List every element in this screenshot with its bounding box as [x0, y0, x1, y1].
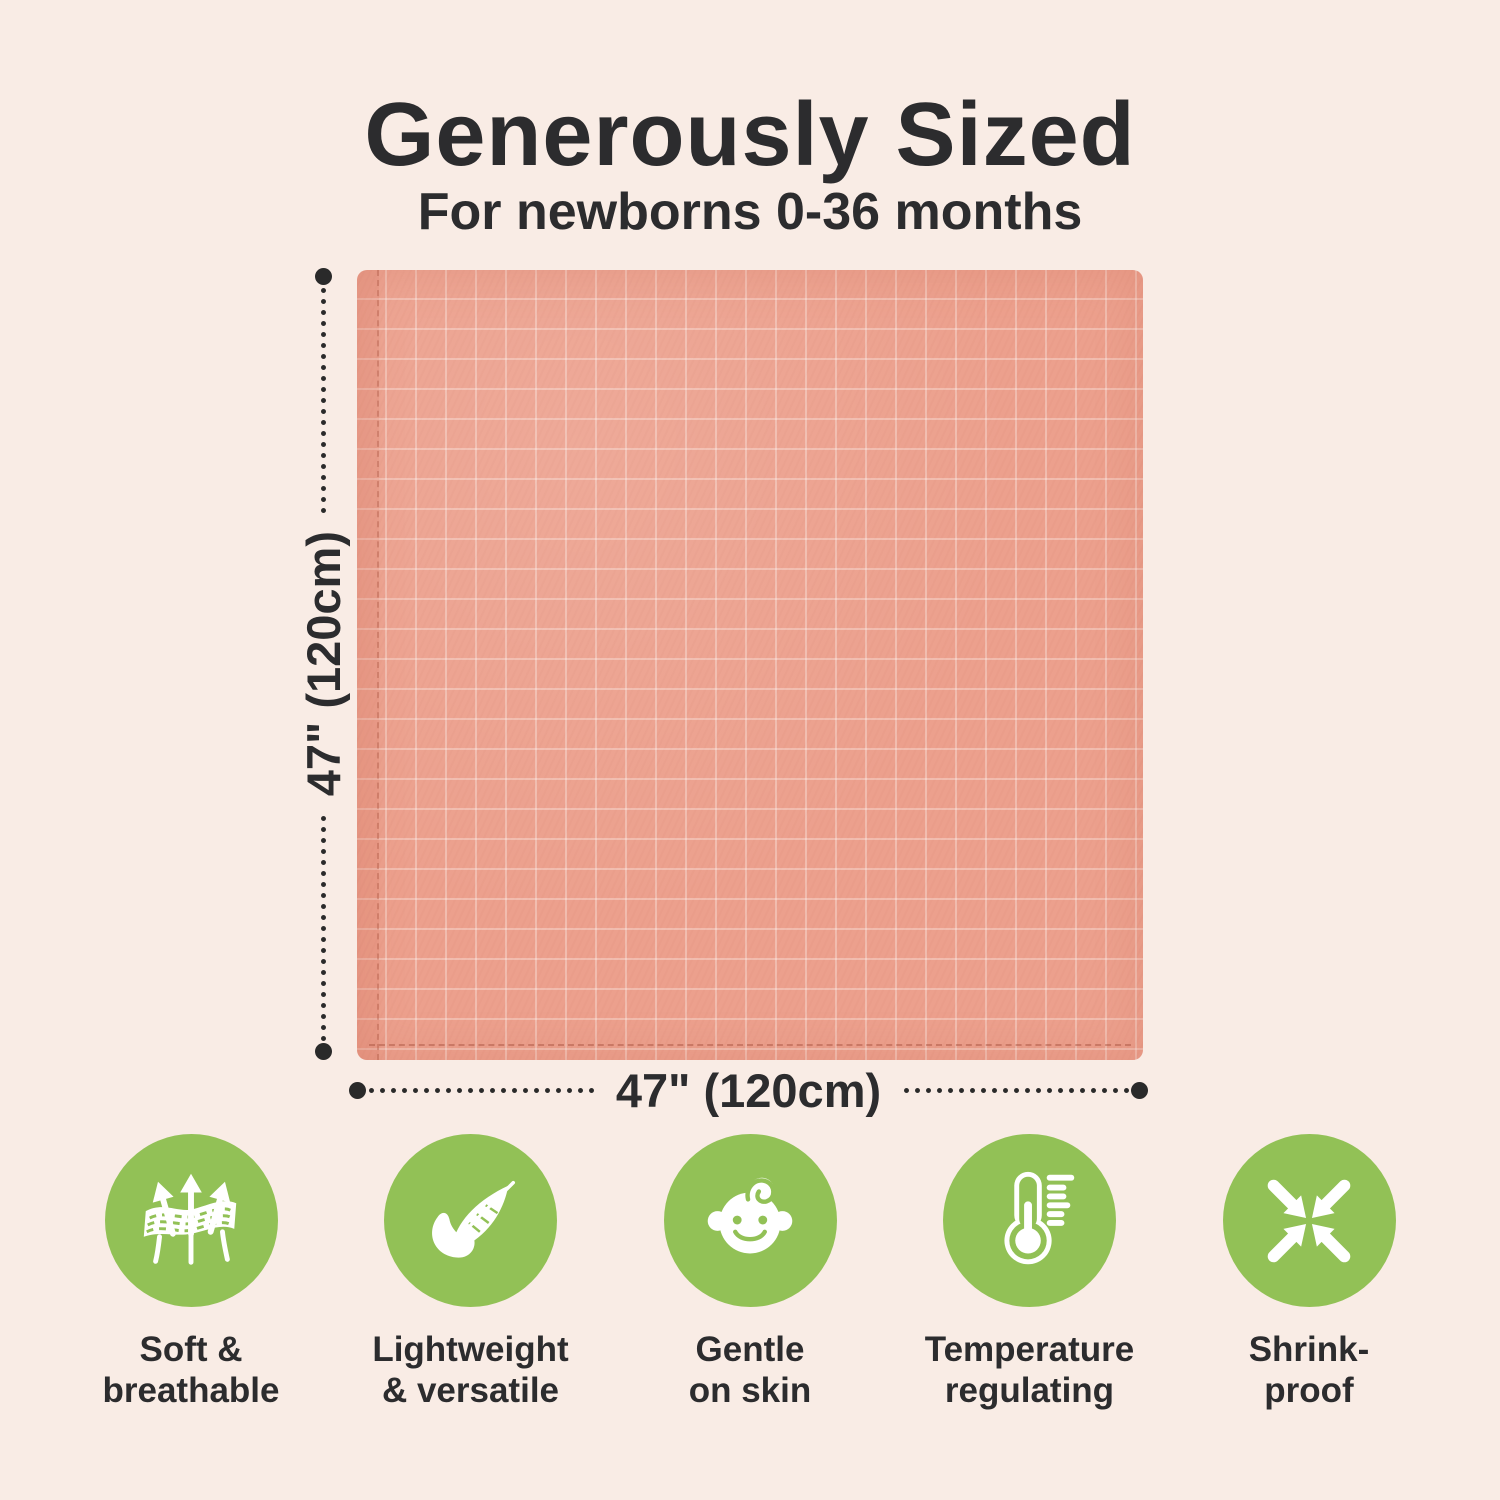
- dimension-endpoint-dot: [1131, 1081, 1148, 1099]
- shrink-arrows-icon: [1222, 1134, 1396, 1307]
- feature-label: Gentle on skin: [688, 1330, 812, 1411]
- baby-face-icon: [663, 1134, 837, 1307]
- feature-item-shrink-proof: Shrink- proof: [1173, 1134, 1445, 1412]
- feature-item-soft-breathable: Soft & breathable: [55, 1134, 327, 1412]
- blanket-swatch: [357, 270, 1143, 1060]
- feature-item-lightweight-versatile: Lightweight & versatile: [335, 1134, 607, 1412]
- width-dimension: 47" (120cm): [349, 1064, 1148, 1117]
- feature-item-gentle-on-skin: Gentle on skin: [614, 1134, 886, 1412]
- feature-label: Temperature regulating: [924, 1330, 1135, 1411]
- thermometer-icon: [943, 1134, 1116, 1307]
- dotted-line-horizontal: [366, 1087, 596, 1093]
- feature-list: Soft & breathable Lightweight & versatil…: [0, 1134, 1500, 1412]
- feather-icon: [384, 1134, 557, 1307]
- feature-label: Lightweight & versatile: [372, 1330, 569, 1411]
- page-subtitle: For newborns 0-36 months: [417, 183, 1083, 241]
- dotted-line-vertical: [320, 285, 326, 516]
- dotted-line-horizontal: [901, 1087, 1131, 1093]
- blanket-bottom-stitch: [369, 1044, 1131, 1046]
- dotted-line-vertical: [320, 812, 326, 1043]
- feature-label: Shrink- proof: [1248, 1330, 1370, 1411]
- feature-label: Soft & breathable: [102, 1330, 280, 1411]
- blanket-left-hem: [357, 270, 379, 1060]
- height-dimension: 47" (120cm): [296, 268, 350, 1060]
- width-dimension-label: 47" (120cm): [615, 1063, 882, 1117]
- dimension-endpoint-dot: [314, 268, 332, 285]
- page-title: Generously Sized: [364, 85, 1136, 185]
- breathable-fabric-icon: [104, 1134, 278, 1307]
- dimension-endpoint-dot: [314, 1043, 332, 1060]
- height-dimension-label: 47" (120cm): [296, 531, 350, 797]
- dimension-endpoint-dot: [349, 1081, 366, 1099]
- feature-item-temperature-regulating: Temperature regulating: [894, 1134, 1166, 1412]
